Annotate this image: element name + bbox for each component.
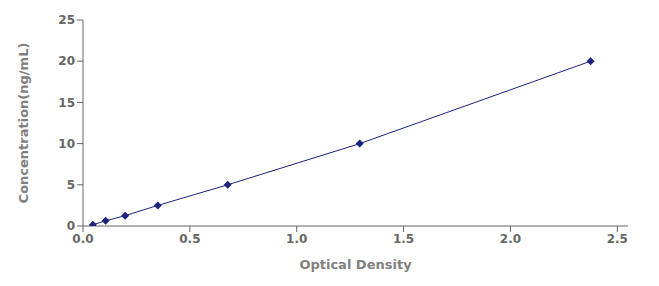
svg-text:2.5: 2.5 [607,232,628,246]
svg-text:0.5: 0.5 [179,232,200,246]
svg-text:1.5: 1.5 [393,232,414,246]
svg-text:5: 5 [67,178,75,192]
svg-text:Concentration(ng/mL): Concentration(ng/mL) [16,43,31,204]
svg-text:25: 25 [58,13,75,27]
svg-text:0.0: 0.0 [72,232,93,246]
svg-text:15: 15 [58,96,75,110]
svg-text:2.0: 2.0 [500,232,521,246]
svg-text:1.0: 1.0 [286,232,307,246]
svg-text:0: 0 [67,219,75,233]
svg-text:Optical Density: Optical Density [299,257,412,272]
svg-text:10: 10 [58,137,75,151]
svg-text:20: 20 [58,54,75,68]
